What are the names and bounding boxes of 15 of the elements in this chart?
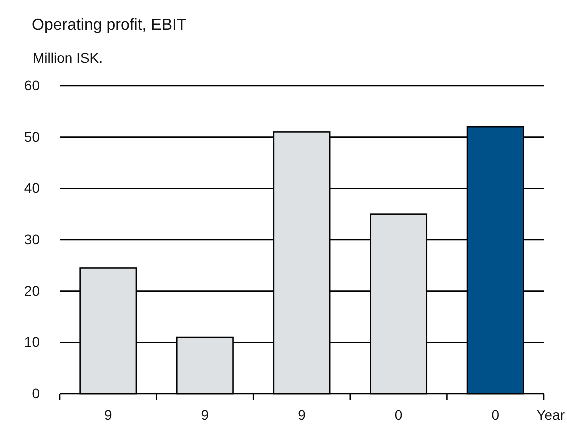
- x-axis-title: Year: [536, 407, 566, 423]
- y-tick-label: 20: [24, 282, 40, 299]
- x-tick-label: 9: [104, 407, 112, 423]
- y-tick-label: 50: [24, 128, 40, 145]
- y-axis-title: Million ISK.: [33, 50, 104, 66]
- chart-title: Operating profit, EBIT: [32, 17, 187, 34]
- y-tick-label: 30: [24, 231, 40, 248]
- x-tick-label: 9: [298, 407, 306, 423]
- y-tick-label: 40: [24, 180, 40, 196]
- x-tick-label: 0: [394, 407, 403, 423]
- y-tick-label: 60: [24, 77, 40, 94]
- y-tick-label: 0: [32, 385, 40, 402]
- y-tick-label: 10: [24, 334, 40, 350]
- x-tick-label: 9: [201, 407, 210, 423]
- x-tick-label: 0: [492, 407, 500, 423]
